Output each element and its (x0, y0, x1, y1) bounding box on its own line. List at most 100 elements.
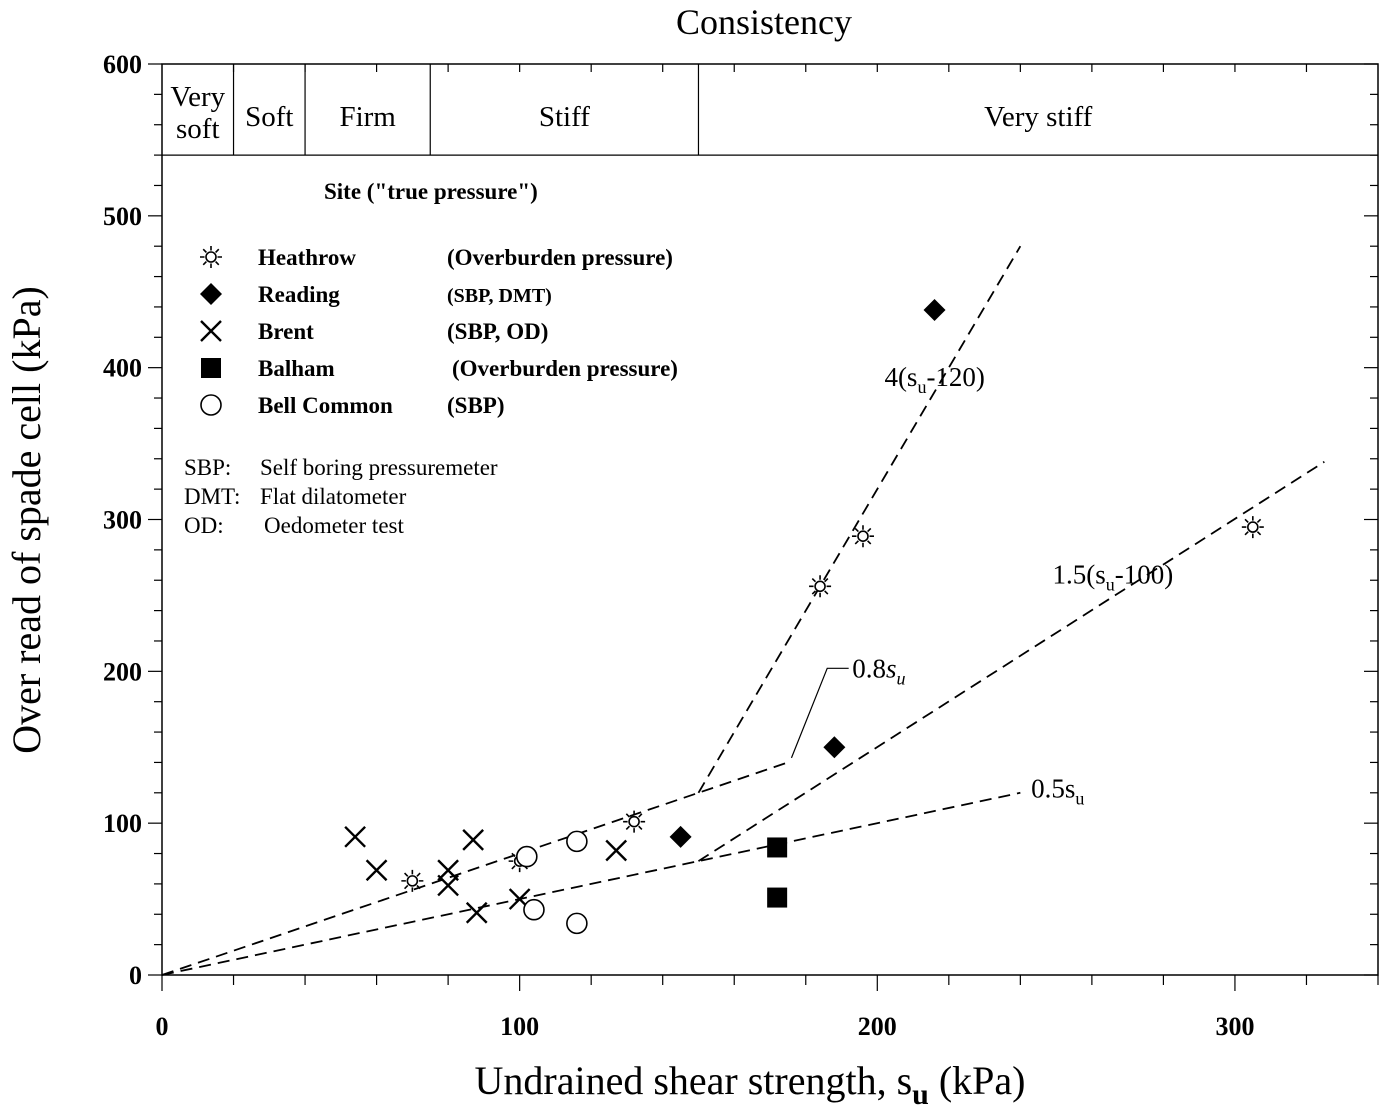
legend-series-name: Brent (258, 319, 314, 344)
data-point (1241, 516, 1264, 539)
x-tick-label: 300 (1215, 1012, 1254, 1041)
trend-line-label-main: 0.8 (852, 653, 886, 683)
legend-marker (200, 246, 222, 268)
y-tick-label: 100 (103, 809, 142, 838)
y-axis-label: Over read of spade cell (kPa) (4, 286, 49, 754)
y-tick-label: 600 (103, 50, 142, 79)
abbreviation-key: DMT: (184, 484, 240, 509)
data-point (566, 912, 588, 935)
sun-marker-core (205, 251, 217, 263)
x-axis-label-sub: u (912, 1078, 929, 1111)
legend-series-name: Heathrow (258, 245, 356, 270)
consistency-label: Firm (339, 101, 396, 133)
data-point (523, 898, 545, 921)
sun-marker-rays (623, 810, 646, 833)
y-tick-label: 400 (103, 354, 142, 383)
sun-marker-core (857, 530, 869, 543)
trend-line-label-italic: s (886, 653, 897, 683)
sun-marker-core (814, 580, 826, 593)
sun-marker-core (1247, 521, 1259, 533)
legend-series-note: (SBP, OD) (447, 319, 548, 344)
legend-marker (200, 394, 222, 416)
consistency-label: Very stiff (984, 101, 1093, 133)
data-point (605, 839, 628, 862)
trend-line (161, 791, 1021, 976)
y-tick-label: 300 (103, 506, 142, 535)
data-point (465, 901, 488, 924)
x-axis-label-unit: (kPa) (929, 1058, 1026, 1103)
trend-line (697, 461, 1325, 862)
legend-series-name: Bell Common (258, 393, 393, 418)
legend-series-name: Reading (258, 282, 340, 307)
consistency-label: Soft (245, 101, 293, 133)
trend-line-label-sub: u (1106, 574, 1115, 594)
x-tick-label: 0 (156, 1012, 169, 1041)
data-point (344, 825, 366, 848)
x-axis-label: Undrained shear strength, su (kPa) (475, 1058, 1026, 1111)
trend-line-label: 4(su-120) (884, 362, 984, 397)
x-tick-label: 100 (500, 1012, 539, 1041)
data-point (365, 859, 388, 882)
consistency-label: Very (170, 81, 225, 113)
data-point (566, 830, 588, 853)
sun-marker-rays (851, 525, 874, 548)
abbreviation-text: Oedometer test (264, 513, 404, 538)
data-point (851, 525, 874, 548)
y-tick-label: 200 (103, 657, 142, 686)
series-bell-common (515, 830, 588, 935)
trend-line (697, 245, 1022, 794)
data-point (923, 298, 946, 321)
data-point (823, 736, 846, 759)
legend-series-note: (SBP) (447, 393, 505, 418)
legend-series-note: (SBP, DMT) (447, 285, 552, 307)
sun-marker-rays (200, 246, 222, 268)
x-axis-label-main: Undrained shear strength, s (475, 1058, 913, 1103)
trend-line-label-rest: -120) (926, 362, 984, 392)
sun-marker-rays (1241, 516, 1264, 539)
data-point (437, 859, 459, 882)
trend-line-label: 1.5(su-100) (1053, 559, 1174, 594)
data-point (669, 825, 692, 848)
sun-marker-core (406, 875, 419, 887)
consistency-label: Stiff (539, 101, 590, 133)
legend-series-note: (Overburden pressure) (447, 245, 673, 270)
trend-line-label-rest: -100) (1115, 559, 1173, 589)
legend-marker (201, 358, 221, 378)
legend-marker (200, 320, 222, 342)
trend-line-label-main: 1.5(s (1053, 559, 1106, 589)
data-point (462, 829, 485, 851)
sun-marker-rays (809, 575, 832, 598)
sun-marker-core (628, 815, 640, 828)
data-point (401, 869, 424, 892)
y-tick-label: 500 (103, 202, 142, 231)
data-point (809, 575, 832, 598)
data-point (767, 887, 788, 908)
data-point (767, 837, 788, 858)
consistency-label: soft (176, 113, 220, 145)
data-point (515, 845, 538, 868)
series-balham (767, 837, 788, 908)
trend-line-label-main: 4(s (884, 362, 917, 392)
trend-line (161, 761, 789, 976)
trend-line-label-sub: u (917, 377, 926, 397)
abbreviation-text: Flat dilatometer (260, 484, 407, 509)
data-point (437, 874, 459, 897)
abbreviation-key: OD: (184, 513, 224, 538)
legend-series-note: (Overburden pressure) (452, 356, 678, 381)
trend-line-label-sub: u (1075, 788, 1084, 808)
trend-line-label-sub: u (897, 668, 906, 688)
abbreviation-text: Self boring pressuremeter (260, 455, 498, 480)
legend-marker (200, 283, 222, 305)
legend-series-name: Balham (258, 356, 335, 381)
series-reading (669, 298, 946, 848)
y-tick-label: 0 (129, 961, 142, 990)
label-leader-line (790, 667, 849, 759)
trend-line-label-main: 0.5s (1031, 773, 1075, 803)
trend-line-label: 0.5su (1031, 773, 1084, 808)
x-tick-label: 200 (858, 1012, 897, 1041)
chart-title: Consistency (676, 2, 852, 42)
trend-line-label: 0.8su (852, 653, 905, 688)
abbreviation-key: SBP: (184, 455, 231, 480)
